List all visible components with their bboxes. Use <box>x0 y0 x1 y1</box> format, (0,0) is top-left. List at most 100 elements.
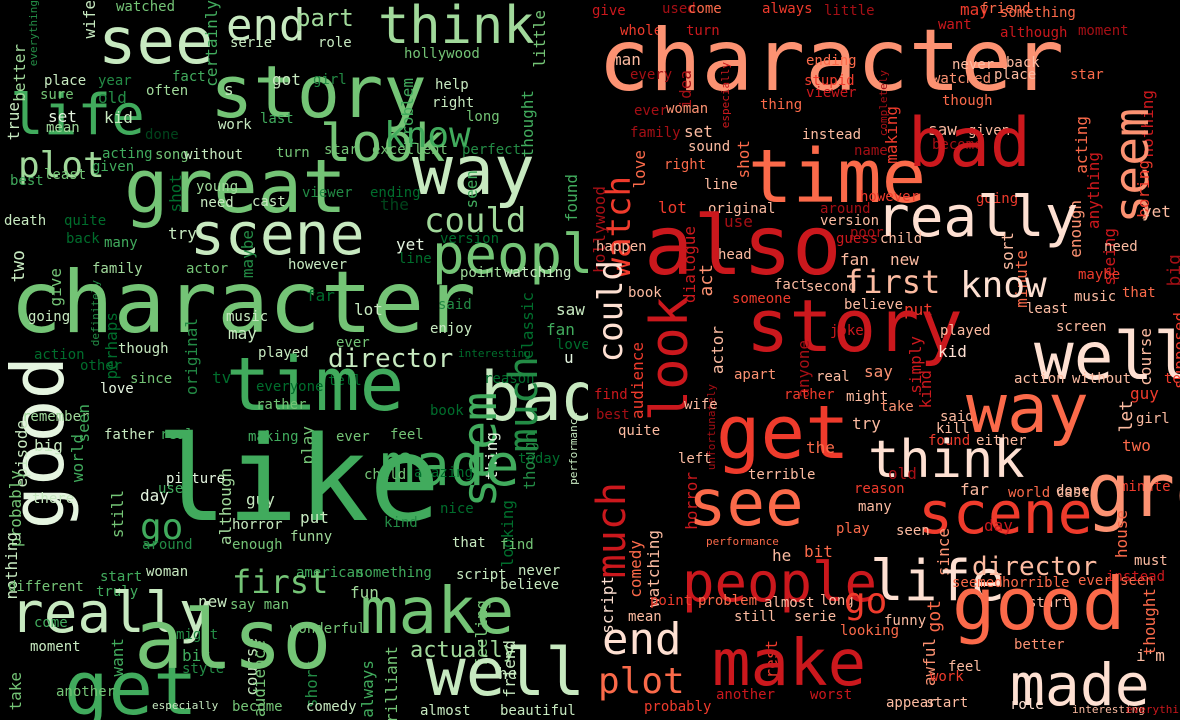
cloud-word: rather <box>256 397 307 413</box>
cloud-word: kid <box>938 342 967 361</box>
cloud-word: there <box>32 491 75 507</box>
cloud-word: cast <box>1056 485 1090 501</box>
cloud-word: everything <box>1126 703 1180 716</box>
cloud-word: serie <box>230 35 273 51</box>
cloud-word: turn <box>686 23 720 39</box>
cloud-word: different <box>8 579 84 595</box>
cloud-word: often <box>146 83 189 99</box>
cloud-word: reason <box>854 481 905 497</box>
cloud-word: try <box>852 414 881 433</box>
cloud-word: day <box>140 486 169 505</box>
cloud-word: without <box>184 147 244 163</box>
cloud-word: feel <box>390 427 424 443</box>
cloud-word: always <box>762 1 813 17</box>
cloud-word: used <box>158 481 192 497</box>
cloud-word: man <box>612 50 641 69</box>
cloud-word: shot <box>166 174 185 213</box>
cloud-word: saw <box>556 300 585 319</box>
cloud-word: try <box>168 224 197 243</box>
cloud-word: really <box>876 185 1079 250</box>
cloud-word: old <box>98 88 127 107</box>
cloud-word: almost <box>420 703 471 719</box>
cloud-word: tell <box>328 373 362 389</box>
cloud-word: fact <box>774 277 808 293</box>
cloud-word: role <box>318 35 352 51</box>
cloud-word: everyone <box>256 379 324 395</box>
cloud-word: world <box>1008 485 1051 501</box>
cloud-word: every <box>630 67 673 83</box>
cloud-word: great <box>124 144 347 230</box>
cloud-word: well <box>426 634 585 711</box>
cloud-word: mean <box>46 120 80 136</box>
cloud-word: going <box>976 191 1019 207</box>
cloud-word: seen <box>896 523 930 539</box>
cloud-word: look <box>320 114 446 174</box>
cloud-word: certainly <box>202 0 221 87</box>
cloud-word: without <box>1072 371 1132 387</box>
cloud-word: almost <box>764 595 815 611</box>
cloud-word: performance <box>706 535 779 548</box>
cloud-word: see <box>688 467 804 541</box>
cloud-word: name <box>854 143 888 159</box>
cloud-word: horror <box>232 517 283 533</box>
cloud-word: many <box>104 235 138 251</box>
cloud-word: woman <box>666 101 709 117</box>
cloud-word: s <box>224 80 234 99</box>
cloud-word: ever <box>336 429 370 445</box>
cloud-word: script <box>456 567 507 583</box>
cloud-word: sure <box>40 87 74 103</box>
cloud-word: other <box>80 358 123 374</box>
cloud-word: especially <box>719 62 732 129</box>
cloud-word: fact <box>172 69 206 85</box>
cloud-word: bad <box>908 104 1031 183</box>
cloud-word: start <box>926 695 969 711</box>
cloud-word: however <box>288 257 348 273</box>
cloud-word: appear <box>886 695 937 711</box>
cloud-word: year <box>98 73 132 89</box>
cloud-word: ending <box>370 185 421 201</box>
cloud-word: kind <box>916 370 935 409</box>
cloud-word: never <box>952 57 995 73</box>
cloud-word: actually <box>410 638 516 663</box>
cloud-word: book <box>430 403 464 419</box>
cloud-word: real <box>160 427 194 443</box>
cloud-word: made <box>380 431 520 499</box>
cloud-word: get <box>64 646 198 720</box>
cloud-word: instead <box>802 127 862 143</box>
cloud-word: way <box>412 132 535 211</box>
cloud-word: action <box>34 347 85 363</box>
cloud-word: fan <box>840 250 869 269</box>
cloud-word: think <box>868 430 1025 490</box>
cloud-word: style <box>182 661 225 677</box>
cloud-word: story <box>210 50 427 134</box>
cloud-word: put <box>300 508 329 527</box>
cloud-word: true <box>4 102 23 141</box>
cloud-word: might <box>846 389 889 405</box>
cloud-word: better <box>10 44 29 102</box>
cloud-word: thought <box>1140 588 1159 656</box>
cloud-word: another <box>56 684 116 700</box>
cloud-word: lot <box>354 300 383 319</box>
cloud-word: work <box>930 669 964 685</box>
cloud-word: give <box>592 3 626 19</box>
cloud-word: ever seen <box>1078 573 1154 589</box>
cloud-word: played <box>940 323 991 339</box>
cloud-word: know <box>384 115 471 156</box>
cloud-word: amazing <box>414 465 474 481</box>
cloud-word: far <box>960 480 989 499</box>
cloud-word: wonderful <box>290 621 366 637</box>
cloud-word: thing <box>760 97 803 113</box>
cloud-word: around <box>820 201 871 217</box>
cloud-word: joke <box>830 323 864 339</box>
cloud-word: place <box>44 73 87 89</box>
cloud-word: first <box>844 263 941 301</box>
cloud-word: second <box>806 279 857 295</box>
cloud-word: minute <box>1120 479 1171 495</box>
cloud-word: acting <box>102 146 153 162</box>
cloud-word: funny <box>290 529 333 545</box>
cloud-word: hollywood <box>404 46 480 62</box>
cloud-word: scene <box>190 200 365 268</box>
cloud-word: fan <box>546 320 575 339</box>
cloud-word: friend <box>980 1 1031 17</box>
cloud-word: least <box>1026 301 1069 317</box>
